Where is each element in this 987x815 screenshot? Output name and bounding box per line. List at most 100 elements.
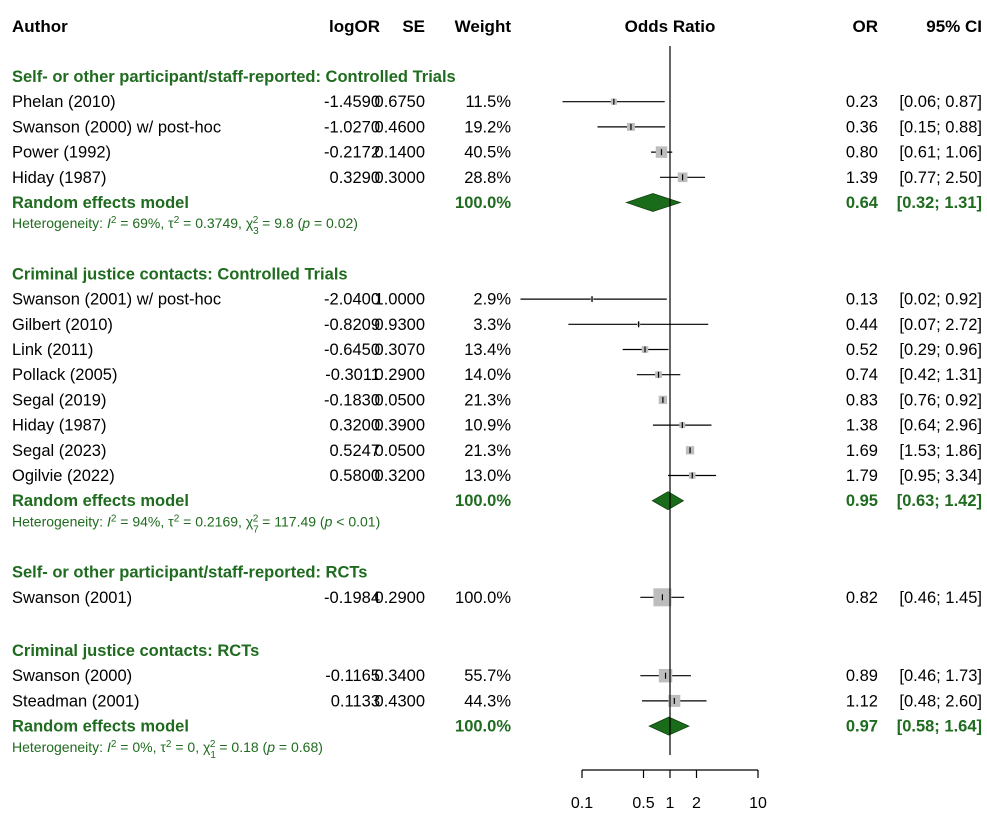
study-or: 1.79 bbox=[846, 467, 878, 485]
study-or: 0.82 bbox=[846, 589, 878, 607]
study-se: 0.4600 bbox=[375, 118, 425, 136]
study-author: Pollack (2005) bbox=[12, 366, 117, 384]
study-se: 0.2900 bbox=[375, 589, 425, 607]
study-weight: 2.9% bbox=[473, 291, 511, 309]
study-or: 1.38 bbox=[846, 417, 878, 435]
study-logor: -0.1165 bbox=[325, 667, 380, 685]
study-logor: -0.1984 bbox=[324, 589, 380, 607]
model-weight: 100.0% bbox=[455, 194, 511, 212]
header-odds-ratio: Odds Ratio bbox=[625, 17, 716, 36]
study-ci: [1.53; 1.86] bbox=[899, 442, 982, 460]
study-weight: 100.0% bbox=[455, 589, 511, 607]
study-se: 0.9300 bbox=[375, 316, 425, 334]
study-author: Link (2011) bbox=[12, 341, 93, 359]
study-ci: [0.29; 0.96] bbox=[899, 341, 982, 359]
study-weight: 11.5% bbox=[465, 93, 511, 111]
study-ci: [0.64; 2.96] bbox=[899, 417, 982, 435]
study-or: 0.74 bbox=[846, 366, 878, 384]
group-title: Self- or other participant/staff-reporte… bbox=[12, 564, 367, 582]
study-logor: 0.5800 bbox=[330, 467, 380, 485]
study-ci: [0.07; 2.72] bbox=[899, 316, 982, 334]
study-or: 1.69 bbox=[846, 442, 878, 460]
heterogeneity-text: Heterogeneity: I2 = 69%, τ2 = 0.3749, χ3… bbox=[12, 215, 358, 237]
study-ci: [0.42; 1.31] bbox=[899, 366, 982, 384]
model-label: Random effects model bbox=[12, 194, 189, 212]
study-or: 0.83 bbox=[846, 391, 878, 409]
header-logor: logOR bbox=[329, 17, 380, 36]
x-tick-label: 0.1 bbox=[571, 795, 593, 812]
study-weight: 28.8% bbox=[464, 169, 511, 187]
study-or: 0.80 bbox=[846, 144, 878, 162]
study-ci: [0.46; 1.45] bbox=[899, 589, 982, 607]
study-author: Segal (2023) bbox=[12, 442, 106, 460]
study-weight: 40.5% bbox=[464, 144, 511, 162]
study-ci: [0.48; 2.60] bbox=[899, 692, 982, 710]
study-author: Hiday (1987) bbox=[12, 417, 106, 435]
study-or: 0.13 bbox=[846, 291, 878, 309]
study-author: Hiday (1987) bbox=[12, 169, 106, 187]
study-se: 0.3070 bbox=[375, 341, 425, 359]
study-or: 0.44 bbox=[846, 316, 878, 334]
model-ci: [0.63; 1.42] bbox=[897, 492, 982, 510]
column-headers: Author logOR SE Weight Odds Ratio OR 95% CI bbox=[12, 17, 982, 36]
study-or: 1.12 bbox=[846, 692, 878, 710]
study-author: Swanson (2000) bbox=[12, 667, 132, 685]
study-weight: 3.3% bbox=[473, 316, 511, 334]
study-or: 0.89 bbox=[846, 667, 878, 685]
study-se: 0.1400 bbox=[375, 144, 425, 162]
study-logor: -0.1830 bbox=[324, 391, 380, 409]
study-weight: 10.9% bbox=[464, 417, 511, 435]
group-title: Criminal justice contacts: RCTs bbox=[12, 642, 259, 660]
study-se: 0.0500 bbox=[375, 442, 425, 460]
study-weight: 21.3% bbox=[464, 391, 511, 409]
study-author: Gilbert (2010) bbox=[12, 316, 113, 334]
heterogeneity-text: Heterogeneity: I2 = 0%, τ2 = 0, χ12 = 0.… bbox=[12, 738, 323, 760]
study-weight: 13.0% bbox=[464, 467, 511, 485]
header-or: OR bbox=[853, 17, 879, 36]
study-weight: 19.2% bbox=[464, 118, 511, 136]
model-or: 0.95 bbox=[846, 492, 878, 510]
study-author: Steadman (2001) bbox=[12, 692, 140, 710]
plot-rows: Self- or other participant/staff-reporte… bbox=[12, 68, 982, 760]
model-or: 0.97 bbox=[846, 718, 878, 736]
study-logor: 0.3290 bbox=[330, 169, 380, 187]
study-weight: 55.7% bbox=[464, 667, 511, 685]
study-logor: -2.0400 bbox=[324, 291, 380, 309]
study-author: Swanson (2001) bbox=[12, 589, 132, 607]
group-title: Self- or other participant/staff-reporte… bbox=[12, 68, 456, 86]
study-or: 0.23 bbox=[846, 93, 878, 111]
study-author: Power (1992) bbox=[12, 144, 111, 162]
study-weight: 13.4% bbox=[464, 341, 511, 359]
study-logor: 0.1133 bbox=[331, 692, 380, 710]
study-se: 0.3200 bbox=[375, 467, 425, 485]
study-ci: [0.02; 0.92] bbox=[899, 291, 982, 309]
model-weight: 100.0% bbox=[455, 492, 511, 510]
header-95ci: 95% CI bbox=[926, 17, 982, 36]
study-weight: 21.3% bbox=[464, 442, 511, 460]
study-logor: -0.3011 bbox=[325, 366, 380, 384]
study-author: Swanson (2001) w/ post-hoc bbox=[12, 291, 221, 309]
study-author: Ogilvie (2022) bbox=[12, 467, 115, 485]
study-se: 0.3400 bbox=[375, 667, 425, 685]
study-author: Swanson (2000) w/ post-hoc bbox=[12, 118, 221, 136]
study-se: 0.6750 bbox=[375, 93, 425, 111]
study-se: 0.3900 bbox=[375, 417, 425, 435]
header-weight: Weight bbox=[455, 17, 512, 36]
study-logor: -0.2172 bbox=[324, 144, 380, 162]
study-se: 0.0500 bbox=[375, 391, 425, 409]
header-se: SE bbox=[402, 17, 425, 36]
study-weight: 44.3% bbox=[464, 692, 511, 710]
header-author: Author bbox=[12, 17, 68, 36]
summary-diamond bbox=[651, 491, 685, 511]
study-se: 0.4300 bbox=[375, 692, 425, 710]
study-se: 0.3000 bbox=[375, 169, 425, 187]
model-or: 0.64 bbox=[846, 194, 879, 212]
model-weight: 100.0% bbox=[455, 718, 511, 736]
study-logor: -0.8209 bbox=[324, 316, 380, 334]
study-or: 0.52 bbox=[846, 341, 878, 359]
study-ci: [0.61; 1.06] bbox=[899, 144, 982, 162]
study-or: 0.36 bbox=[846, 118, 878, 136]
summary-diamond bbox=[625, 193, 682, 212]
study-ci: [0.46; 1.73] bbox=[899, 667, 982, 685]
